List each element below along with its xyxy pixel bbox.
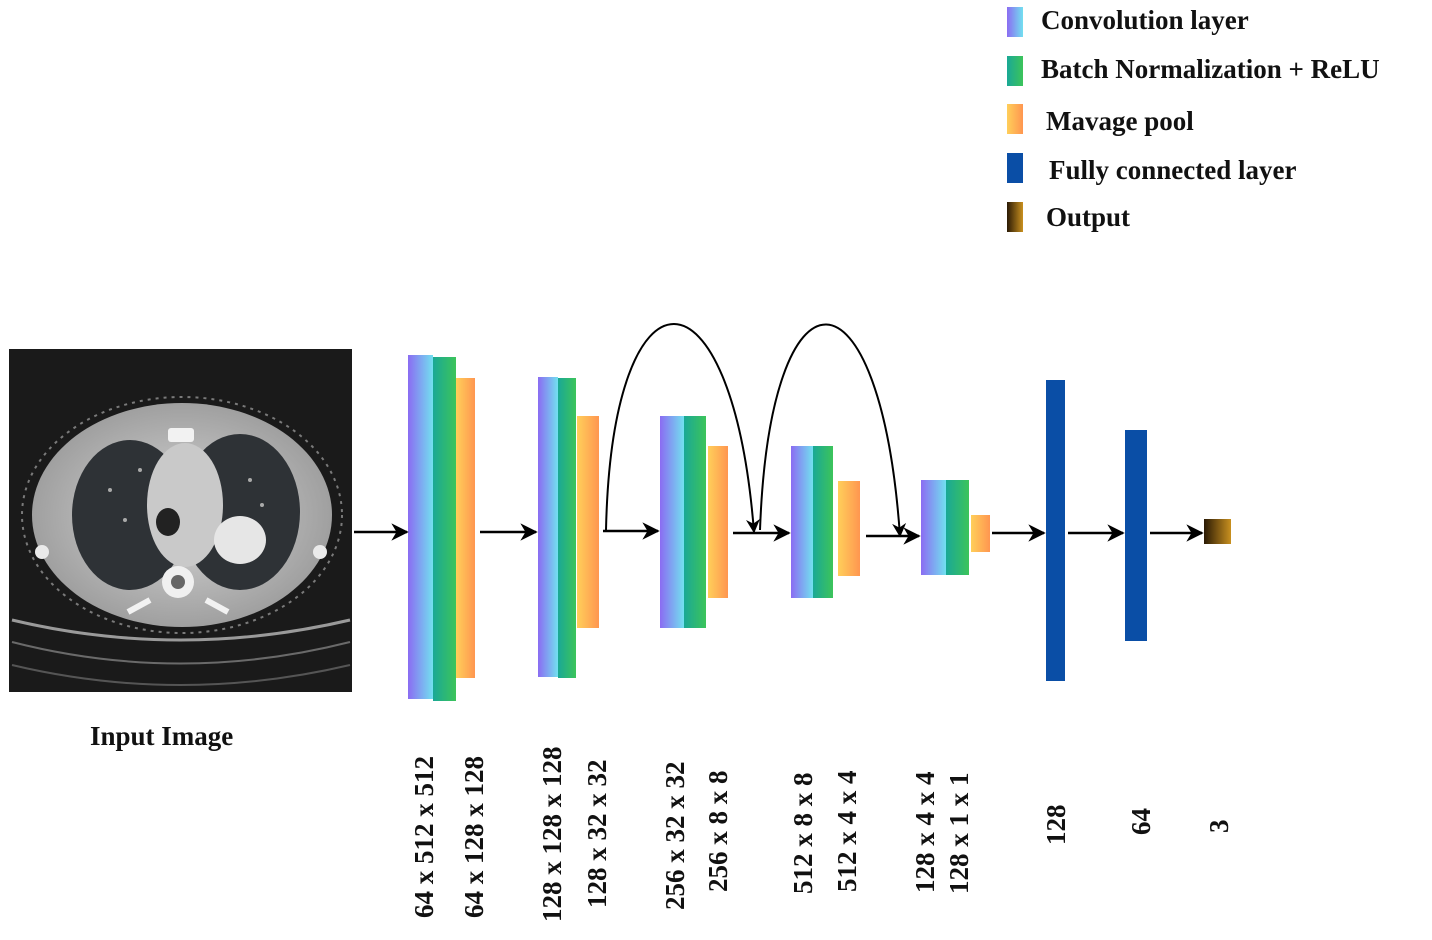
bn-relu-layer-5 (946, 480, 969, 575)
bn-relu-layer-3 (684, 416, 706, 628)
dim-label-12: 64 (1126, 808, 1156, 835)
skip-arc-2 (759, 323, 907, 538)
conv-layer-2 (538, 377, 558, 677)
dim-label-2: 64 x 128 x 128 (459, 756, 489, 918)
legend-label-fc: Fully connected layer (1049, 155, 1297, 185)
dim-label-4: 128 x 32 x 32 (582, 759, 612, 909)
legend-swatch-fc (1007, 153, 1023, 183)
dim-label-5: 256 x 32 x 32 (660, 761, 690, 911)
pool-layer-3 (708, 446, 728, 598)
dim-label-9: 128 x 4 x 4 (910, 771, 940, 894)
legend-swatch-bn (1007, 56, 1023, 86)
dim-label-11: 128 (1041, 804, 1071, 846)
pool-layer-2 (577, 416, 599, 628)
conv-layer-1 (408, 355, 433, 699)
legend-swatch-output (1007, 202, 1023, 232)
legend-label-pool: Mavage pool (1046, 106, 1194, 136)
fc-layer-2 (1125, 430, 1147, 641)
legend-label-bn: Batch Normalization + ReLU (1041, 54, 1380, 84)
bn-relu-layer-2 (558, 378, 576, 678)
bn-relu-layer-4 (813, 446, 833, 598)
dim-label-3: 128 x 128 x 128 (537, 746, 567, 923)
output-layer (1204, 519, 1231, 544)
dim-label-1: 64 x 512 x 512 (409, 756, 439, 918)
conv-layer-4 (791, 446, 813, 598)
pool-layer-1 (456, 378, 475, 678)
legend-swatch-pool (1007, 104, 1023, 134)
skip-arc-1 (605, 323, 760, 534)
pool-layer-4 (838, 481, 860, 576)
fc-layer-1 (1046, 380, 1065, 681)
conv-layer-3 (660, 416, 684, 628)
legend-label-output: Output (1046, 202, 1131, 232)
legend-swatch-conv (1007, 7, 1023, 37)
dim-label-6: 256 x 8 x 8 (703, 770, 733, 893)
input-image-caption: Input Image (90, 721, 234, 751)
flow-arrows (354, 522, 1204, 545)
dim-label-10: 128 x 1 x 1 (944, 772, 974, 895)
dim-label-13: 3 (1204, 819, 1234, 834)
legend-label-conv: Convolution layer (1041, 5, 1249, 35)
bn-relu-layer-1 (433, 357, 456, 701)
pool-layer-5 (971, 515, 990, 552)
dim-label-8: 512 x 4 x 4 (832, 770, 862, 893)
input-ct-image (9, 349, 352, 692)
skip-connections (605, 323, 907, 538)
conv-layer-5 (921, 480, 946, 575)
dim-label-7: 512 x 8 x 8 (788, 772, 818, 895)
